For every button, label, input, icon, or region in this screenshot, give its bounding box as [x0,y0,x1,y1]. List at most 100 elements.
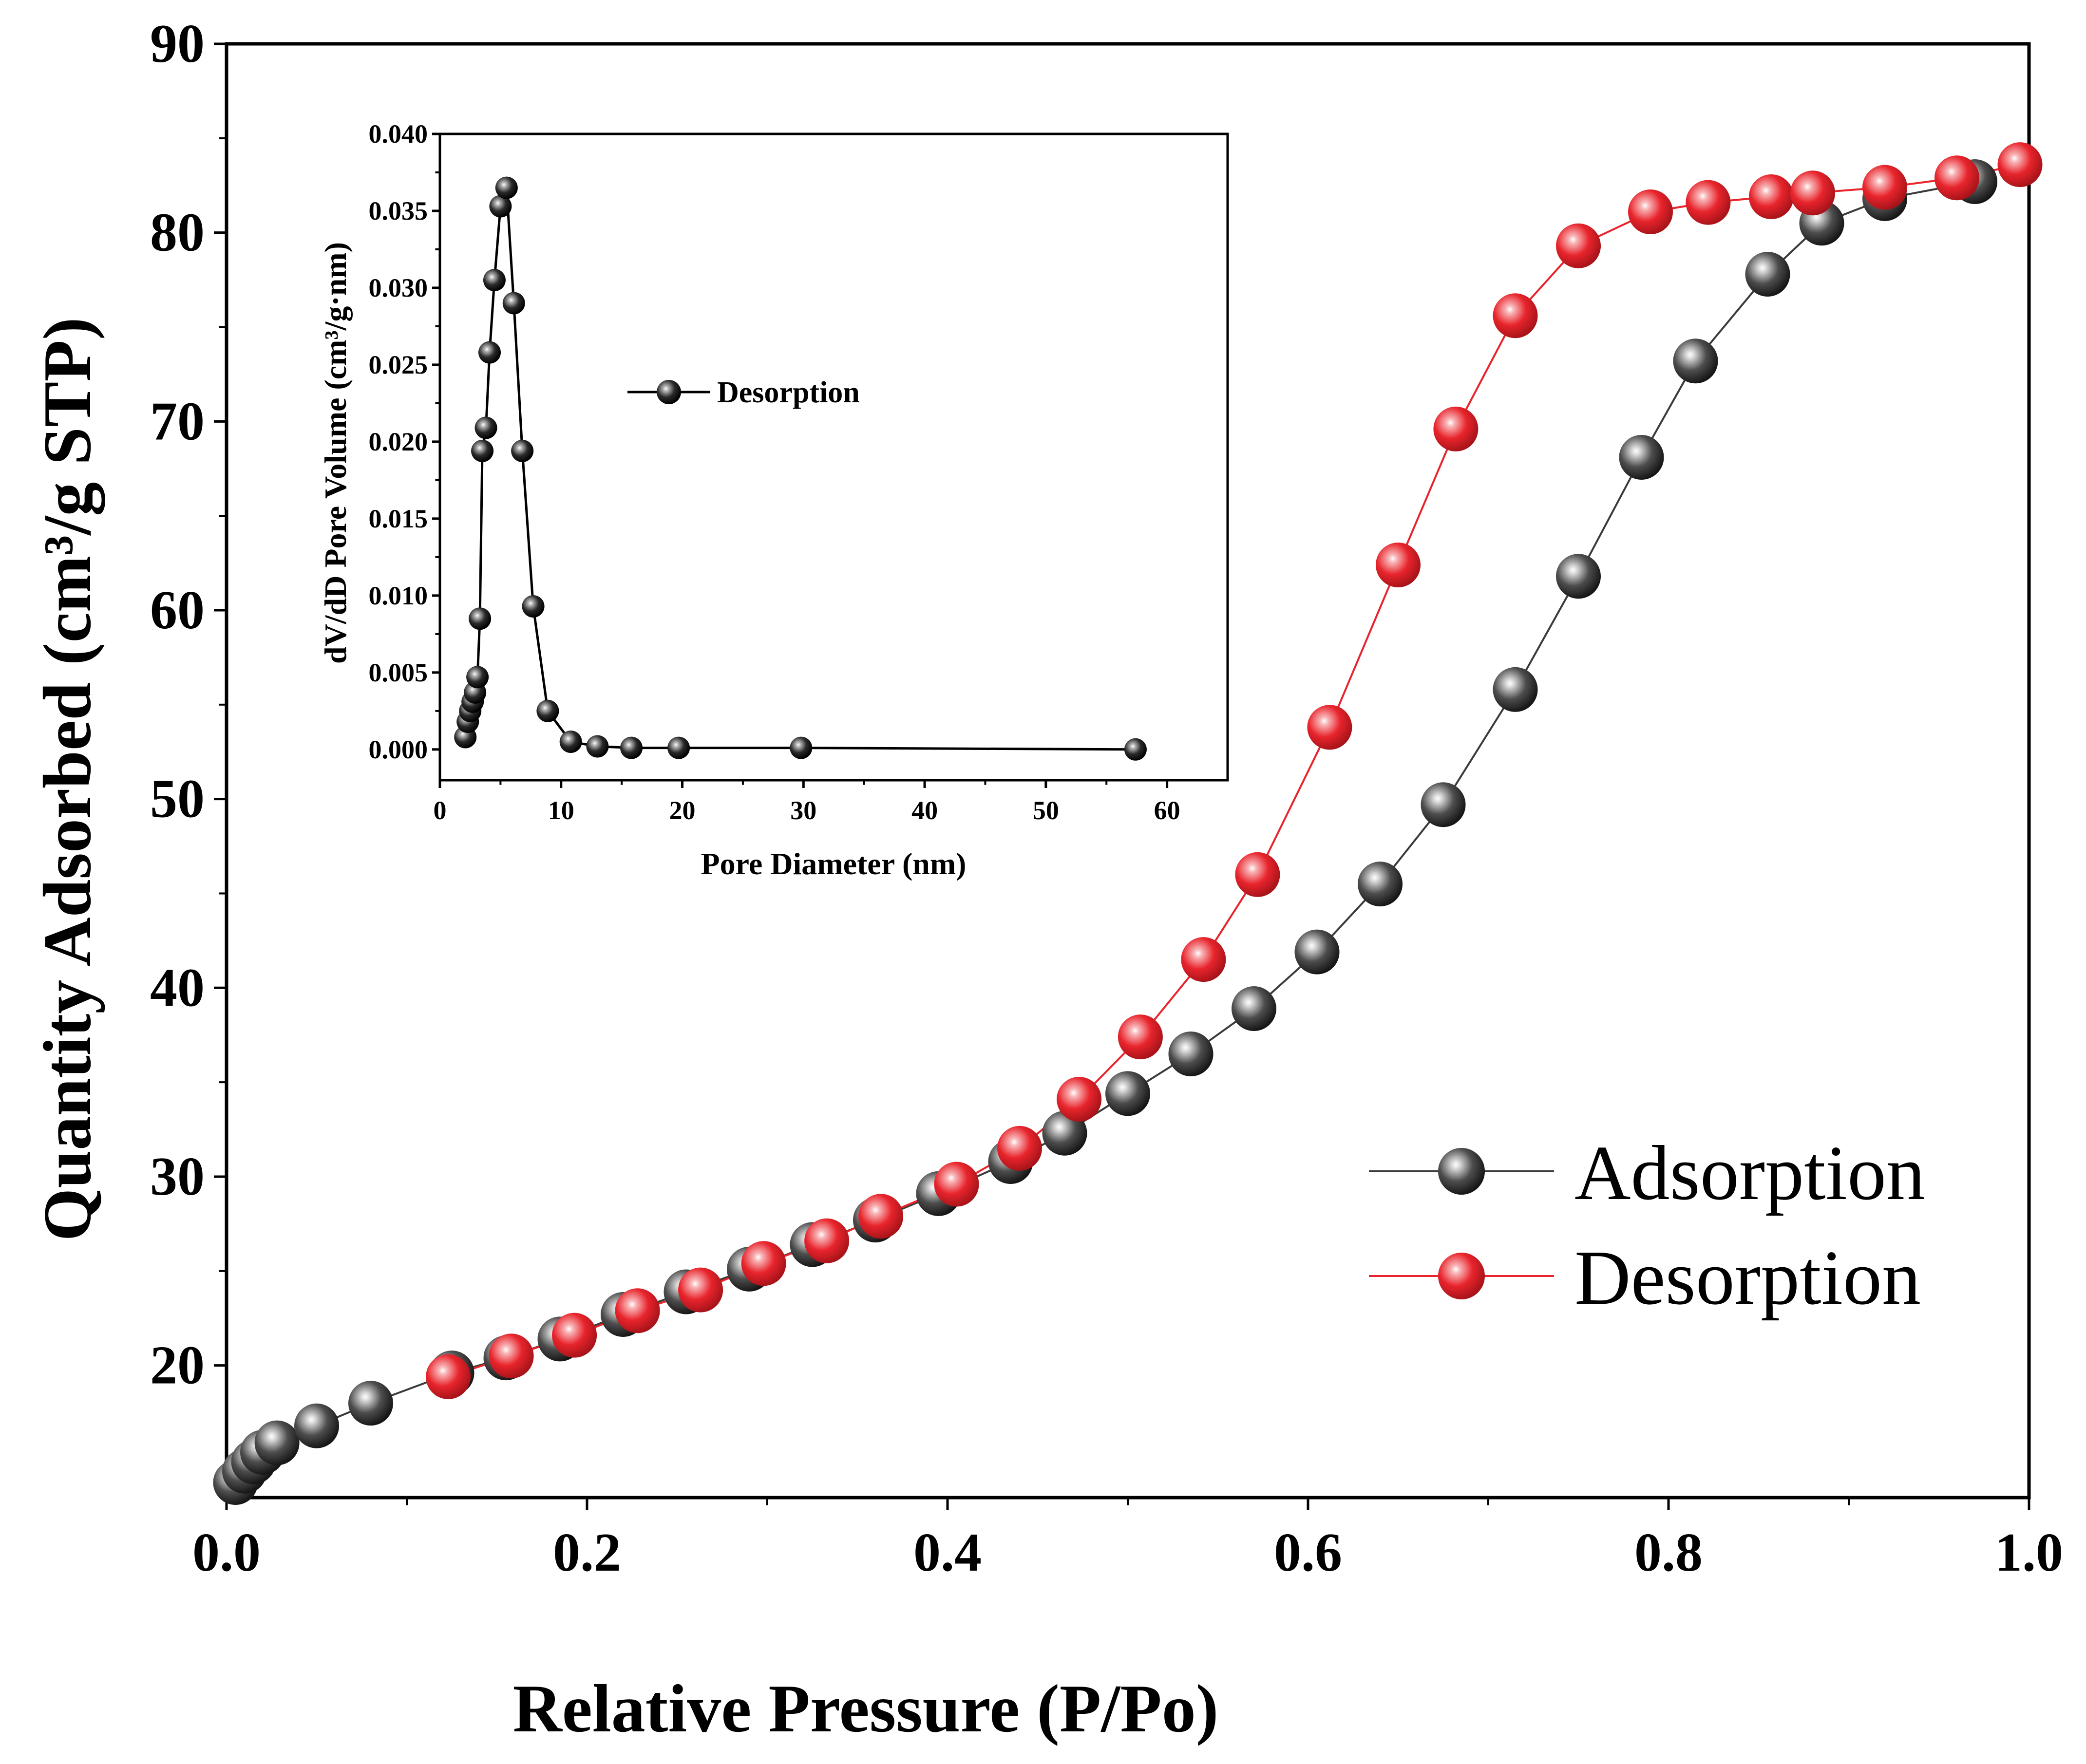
y-tick-label: 60 [150,580,205,640]
y-tick-label: 80 [150,203,205,263]
y-tick-label: 0.040 [369,119,428,149]
data-point-desorption [1433,406,1479,451]
data-point-adsorption [1168,1031,1214,1076]
data-point-adsorption [1421,782,1466,827]
data-point-desorption [615,1288,660,1333]
y-tick-label: 0.005 [369,658,428,687]
data-point-adsorption [1745,251,1790,297]
y-tick-label: 0.035 [369,196,428,225]
data-point-desorption [1686,180,1731,225]
data-point-desorption [1790,170,1835,216]
x-tick-label: 30 [790,796,816,825]
data-point-desorption [559,731,582,753]
main-chart: 0.0 0.2 0.4 0.6 0.8 1.0 20 30 40 50 60 70 80 90 Relat… [30,14,2063,1746]
data-point-desorption [678,1267,723,1313]
x-tick-label: 50 [1033,796,1059,825]
inset-legend: Desorption [627,376,860,409]
data-point-desorption [667,736,690,759]
main-series-points [213,142,2043,1505]
main-legend: Adsorption Desorption [1369,1129,1925,1321]
data-point-adsorption [1105,1071,1150,1116]
data-point-desorption [474,416,497,439]
y-tick-label: 40 [150,957,205,1018]
y-tick-label: 90 [150,14,205,74]
inset-plot-frame [438,132,1229,782]
data-point-adsorption [1042,1110,1087,1156]
data-point-desorption [536,699,559,722]
data-point-adsorption [254,1420,300,1465]
data-point-desorption [502,292,525,315]
x-tick-label: 40 [911,796,938,825]
data-point-desorption [1934,155,1979,201]
data-point-desorption [1556,223,1601,268]
x-tick-label: 0.2 [553,1522,621,1583]
data-point-desorption [804,1218,850,1263]
data-point-desorption [522,595,545,618]
data-point-desorption [790,736,813,759]
data-point-desorption [471,439,494,462]
y-tick-label: 0.015 [369,504,428,533]
data-point-desorption [1124,738,1147,761]
data-point-desorption [858,1194,904,1239]
data-point-desorption [1997,142,2043,188]
data-point-desorption [1376,542,1421,587]
y-tick-label: 70 [150,391,205,451]
x-tick-label: 0.6 [1274,1522,1342,1583]
legend-label-adsorption: Adsorption [1574,1129,1925,1216]
y-tick-label: 0.025 [369,350,428,379]
inset-legend-label: Desorption [717,376,860,409]
data-point-desorption [934,1162,979,1207]
data-point-desorption [466,666,489,689]
main-x-axis-title: Relative Pressure (P/Po) [513,1671,1219,1746]
x-tick-label: 0.8 [1634,1522,1703,1583]
x-tick-label: 0 [434,796,447,825]
data-point-adsorption [1493,667,1538,712]
data-point-desorption [495,176,518,199]
main-axis-ticks [214,42,2030,1510]
y-tick-label: 50 [150,769,205,829]
data-point-desorption [1628,189,1673,235]
data-point-desorption [552,1313,597,1358]
y-tick-label: 0.020 [369,427,428,456]
inset-chart: 0 10 20 30 40 50 60 0.000 0.005 0.010 0.015 0.020 0.… [318,119,1229,881]
data-point-adsorption [348,1381,393,1426]
data-point-desorption [478,341,501,364]
legend-marker-desorption [1438,1253,1485,1299]
data-point-desorption [1748,174,1794,220]
data-point-desorption [511,439,534,462]
legend-label-desorption: Desorption [1574,1234,1921,1321]
inset-x-axis-title: Pore Diameter (nm) [701,846,967,881]
legend-marker-adsorption [1438,1148,1485,1195]
x-tick-label: 0.4 [913,1522,982,1583]
y-tick-label: 0.030 [369,273,428,302]
data-point-desorption [469,607,492,630]
data-point-desorption [489,195,512,218]
data-point-desorption [741,1241,786,1286]
data-point-desorption [1181,937,1226,982]
data-point-desorption [1307,705,1352,750]
data-point-adsorption [1673,338,1718,384]
x-tick-label: 60 [1154,796,1180,825]
data-point-adsorption [294,1403,339,1448]
inset-y-axis-title: dV/dD Pore Volume (cm³/g·nm) [318,242,353,664]
x-tick-label: 0.0 [192,1522,261,1583]
data-point-adsorption [1232,986,1276,1031]
data-point-desorption [586,735,609,758]
y-tick-label: 0.010 [369,581,428,610]
inset-axis-ticks [432,132,1169,788]
data-point-desorption [483,269,506,292]
data-point-desorption [1493,293,1538,338]
y-tick-label: 20 [150,1335,205,1396]
y-tick-label: 0.000 [369,735,428,764]
data-point-adsorption [1556,554,1601,599]
main-tick-labels: 0.0 0.2 0.4 0.6 0.8 1.0 20 30 40 50 60 70 80 90 [150,14,2063,1583]
inset-series-points [454,176,1147,761]
inset-tick-labels: 0 10 20 30 40 50 60 0.000 0.005 0.010 0.015 0.020 0.… [369,119,1180,825]
data-point-desorption [620,736,643,759]
data-point-adsorption [1358,862,1403,907]
x-tick-label: 10 [548,796,574,825]
data-point-desorption [426,1354,471,1399]
data-point-desorption [1057,1077,1102,1122]
data-point-adsorption [1619,434,1664,480]
